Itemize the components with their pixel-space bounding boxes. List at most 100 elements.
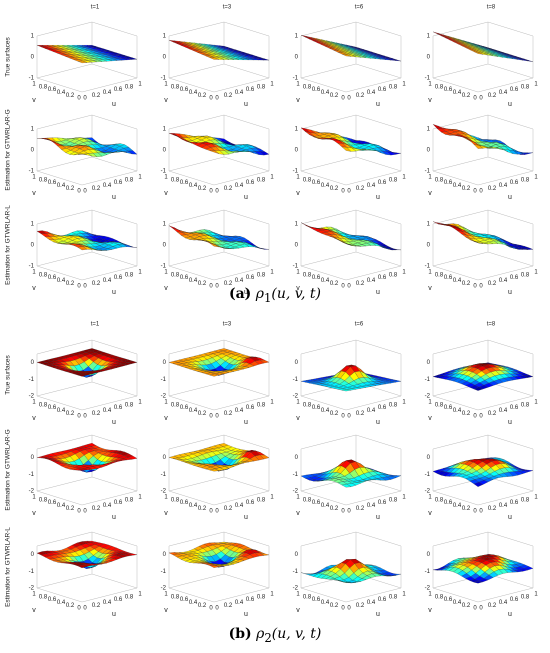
u-tick-label: 0.4 (235, 600, 244, 606)
z-tick-label: -2 (425, 489, 431, 495)
surface-facet (341, 484, 352, 488)
u-tick-label: 0.8 (521, 402, 530, 408)
u-tick-label: 0.2 (92, 506, 101, 512)
v-tick-label: 1 (32, 495, 36, 501)
column-title: t=8 (487, 322, 496, 328)
v-tick-label: 0.8 (435, 497, 444, 503)
box-edge (213, 265, 270, 281)
v-tick-label: 0.2 (66, 411, 75, 417)
box-edge (487, 63, 534, 79)
u-tick-label: 1 (402, 400, 406, 406)
u-tick-label: 1 (402, 495, 406, 501)
z-tick-label: 0 (295, 148, 299, 154)
caption-symbol: ρ (256, 626, 265, 642)
u-tick-label: 0.8 (389, 177, 398, 183)
v-tick-label: 0.4 (321, 408, 330, 414)
box-edge (477, 265, 534, 281)
subplot: 10-10 0.2 0.4 0.6 0.8 11 0.8 0.6 0.4 0.2 0uv (29, 114, 142, 201)
z-tick-label: -1 (29, 169, 35, 175)
v-tick-label: 1 (428, 270, 432, 276)
box-edge (487, 209, 534, 225)
box-edge (432, 209, 489, 225)
u-tick-label: 0 (83, 509, 87, 515)
box-edge (36, 434, 93, 450)
u-tick-label: 0 (215, 509, 219, 515)
z-tick-label: 0 (163, 455, 167, 461)
v-tick-label: 0.6 (48, 275, 57, 281)
u-tick-label: 0.4 (499, 278, 508, 284)
u-tick-label: 0 (347, 509, 351, 515)
v-tick-label: 0.4 (453, 90, 462, 96)
v-axis-label: v (296, 285, 300, 292)
u-tick-label: 0.2 (224, 281, 233, 287)
v-tick-label: 0.2 (198, 411, 207, 417)
v-tick-label: 0.4 (189, 90, 198, 96)
v-axis-label: v (32, 285, 36, 292)
u-tick-label: 0.4 (499, 600, 508, 606)
box-edge (355, 209, 402, 225)
box-edge (432, 21, 489, 37)
z-tick-label: 0 (163, 552, 167, 558)
subplot: 0-1-20 0.2 0.4 0.6 0.8 11 0.8 0.6 0.4 0.2 0uv (161, 339, 274, 426)
z-tick-label: 1 (295, 127, 299, 133)
surface-facet (209, 565, 220, 568)
u-tick-label: 0.8 (521, 84, 530, 90)
v-tick-label: 0.8 (303, 272, 312, 278)
box-edge (355, 251, 402, 267)
v-tick-label: 0 (77, 284, 81, 290)
surface-facet (209, 243, 220, 248)
surface-facet (77, 60, 88, 64)
box-edge (168, 21, 225, 37)
v-tick-label: 0.6 (48, 597, 57, 603)
u-tick-label: 0.2 (488, 281, 497, 287)
u-tick-label: 0.2 (488, 186, 497, 192)
v-tick-label: 0.8 (171, 272, 180, 278)
u-tick-label: 0.4 (235, 408, 244, 414)
v-tick-label: 0.8 (435, 177, 444, 183)
v-axis-label: v (32, 607, 36, 614)
row-label: True surfaces (5, 37, 12, 77)
z-tick-label: -2 (161, 586, 167, 592)
box-edge (168, 251, 225, 267)
v-tick-label: 0.2 (198, 506, 207, 512)
box-edge (345, 265, 402, 281)
v-tick-label: 0.6 (312, 500, 321, 506)
v-tick-label: 0 (473, 414, 477, 420)
u-tick-label: 0.8 (125, 177, 134, 183)
u-axis-label: u (112, 289, 116, 296)
v-tick-label: 0.8 (435, 84, 444, 90)
box-edge (168, 381, 225, 397)
z-tick-label: -2 (161, 489, 167, 495)
v-tick-label: 0 (209, 606, 213, 612)
v-tick-label: 0.4 (321, 183, 330, 189)
subplot: 10-10 0.2 0.4 0.6 0.8 11 0.8 0.6 0.4 0.2 0uv (425, 21, 538, 108)
box-edge (355, 63, 402, 79)
u-tick-label: 0.6 (246, 597, 255, 603)
box-edge (300, 77, 347, 93)
box-edge (477, 77, 534, 93)
surface-facet (473, 387, 484, 391)
u-axis-label: u (244, 289, 248, 296)
v-axis-label: v (296, 607, 300, 614)
z-tick-label: 0 (163, 243, 167, 249)
v-tick-label: 0.6 (444, 275, 453, 281)
v-tick-label: 1 (32, 82, 36, 88)
u-tick-label: 0.8 (125, 594, 134, 600)
box-edge (168, 265, 215, 281)
box-edge (36, 170, 83, 186)
u-tick-label: 0 (83, 414, 87, 420)
box-edge (36, 21, 93, 37)
u-tick-label: 1 (402, 592, 406, 598)
z-tick-label: -1 (161, 76, 167, 82)
z-tick-label: -1 (29, 76, 35, 82)
u-axis-label: u (244, 419, 248, 426)
u-tick-label: 0.2 (92, 603, 101, 609)
v-tick-label: 0.6 (444, 87, 453, 93)
z-tick-label: -2 (293, 489, 299, 495)
u-tick-label: 0.4 (235, 278, 244, 284)
v-axis-label: v (428, 607, 432, 614)
u-tick-label: 0.4 (499, 90, 508, 96)
v-tick-label: 1 (164, 592, 168, 598)
box-edge (223, 339, 270, 355)
